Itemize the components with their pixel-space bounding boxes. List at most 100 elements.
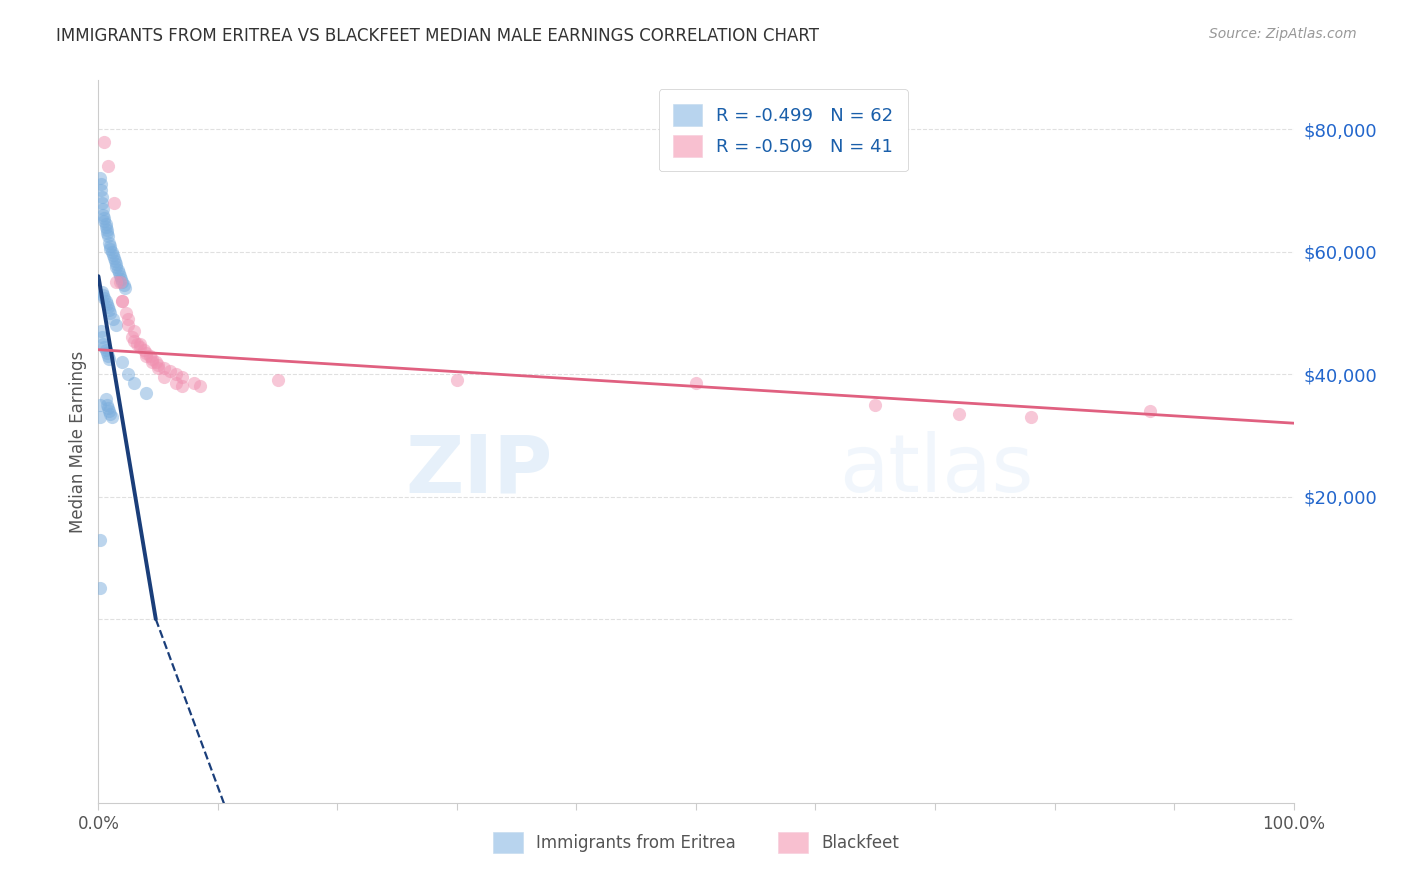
Point	[89, 410, 111, 425]
Point	[93, 340, 115, 354]
Point	[108, 269, 131, 284]
Point	[685, 376, 707, 391]
Point	[97, 401, 120, 415]
Point	[96, 398, 118, 412]
Point	[183, 376, 205, 391]
Point	[98, 242, 122, 256]
Point	[98, 407, 122, 421]
Point	[135, 345, 157, 359]
Point	[115, 306, 138, 320]
Point	[135, 385, 157, 400]
Point	[125, 336, 148, 351]
Point	[267, 373, 290, 387]
Point	[91, 287, 114, 301]
Text: ZIP: ZIP	[405, 432, 553, 509]
Point	[96, 345, 118, 359]
Point	[93, 211, 115, 225]
Point	[112, 278, 135, 293]
Point	[145, 355, 167, 369]
Point	[91, 208, 114, 222]
Text: atlas: atlas	[839, 432, 1033, 509]
Point	[172, 370, 194, 384]
Point	[114, 281, 136, 295]
Point	[91, 285, 114, 299]
Point	[98, 235, 121, 250]
Point	[93, 291, 115, 305]
Point	[91, 330, 114, 344]
Point	[98, 351, 121, 366]
Point	[96, 223, 118, 237]
Point	[188, 379, 211, 393]
Point	[90, 324, 112, 338]
Point	[1139, 404, 1161, 418]
Point	[135, 349, 157, 363]
Point	[89, 398, 111, 412]
Point	[107, 266, 129, 280]
Point	[124, 376, 146, 391]
Point	[141, 355, 163, 369]
Point	[89, 582, 111, 596]
Point	[153, 361, 176, 376]
Point	[91, 336, 114, 351]
Point	[105, 276, 128, 290]
Point	[129, 336, 152, 351]
Point	[1019, 410, 1042, 425]
Point	[91, 189, 114, 203]
Point	[446, 373, 468, 387]
Point	[148, 358, 170, 372]
Point	[91, 195, 114, 210]
Point	[129, 340, 152, 354]
Point	[90, 184, 112, 198]
Point	[98, 302, 121, 317]
Point	[94, 220, 117, 235]
Point	[153, 370, 176, 384]
Legend: Immigrants from Eritrea, Blackfeet: Immigrants from Eritrea, Blackfeet	[486, 826, 905, 860]
Point	[865, 398, 887, 412]
Point	[94, 217, 117, 231]
Point	[93, 214, 115, 228]
Point	[98, 238, 122, 252]
Point	[148, 361, 170, 376]
Point	[104, 253, 127, 268]
Point	[165, 376, 187, 391]
Point	[108, 276, 131, 290]
Point	[141, 351, 163, 366]
Point	[101, 312, 124, 326]
Point	[111, 276, 134, 290]
Point	[165, 367, 187, 381]
Point	[97, 159, 120, 173]
Point	[107, 263, 129, 277]
Point	[98, 306, 122, 320]
Point	[100, 410, 122, 425]
Point	[139, 349, 162, 363]
Point	[111, 293, 134, 308]
Point	[97, 229, 120, 244]
Point	[159, 364, 181, 378]
Point	[121, 330, 143, 344]
Point	[124, 334, 146, 348]
Y-axis label: Median Male Earnings: Median Male Earnings	[69, 351, 87, 533]
Point	[111, 293, 134, 308]
Point	[103, 251, 125, 265]
Point	[97, 300, 120, 314]
Point	[111, 355, 134, 369]
Point	[94, 293, 117, 308]
Point	[948, 407, 970, 421]
Point	[117, 367, 139, 381]
Point	[96, 297, 118, 311]
Point	[94, 392, 117, 406]
Point	[105, 318, 128, 333]
Text: IMMIGRANTS FROM ERITREA VS BLACKFEET MEDIAN MALE EARNINGS CORRELATION CHART: IMMIGRANTS FROM ERITREA VS BLACKFEET MED…	[56, 27, 820, 45]
Point	[90, 178, 112, 192]
Point	[89, 171, 111, 186]
Point	[105, 257, 128, 271]
Point	[94, 343, 117, 357]
Point	[98, 404, 121, 418]
Point	[117, 318, 139, 333]
Point	[97, 349, 120, 363]
Point	[96, 227, 118, 241]
Point	[100, 244, 122, 259]
Point	[105, 260, 128, 274]
Point	[172, 379, 194, 393]
Point	[93, 135, 115, 149]
